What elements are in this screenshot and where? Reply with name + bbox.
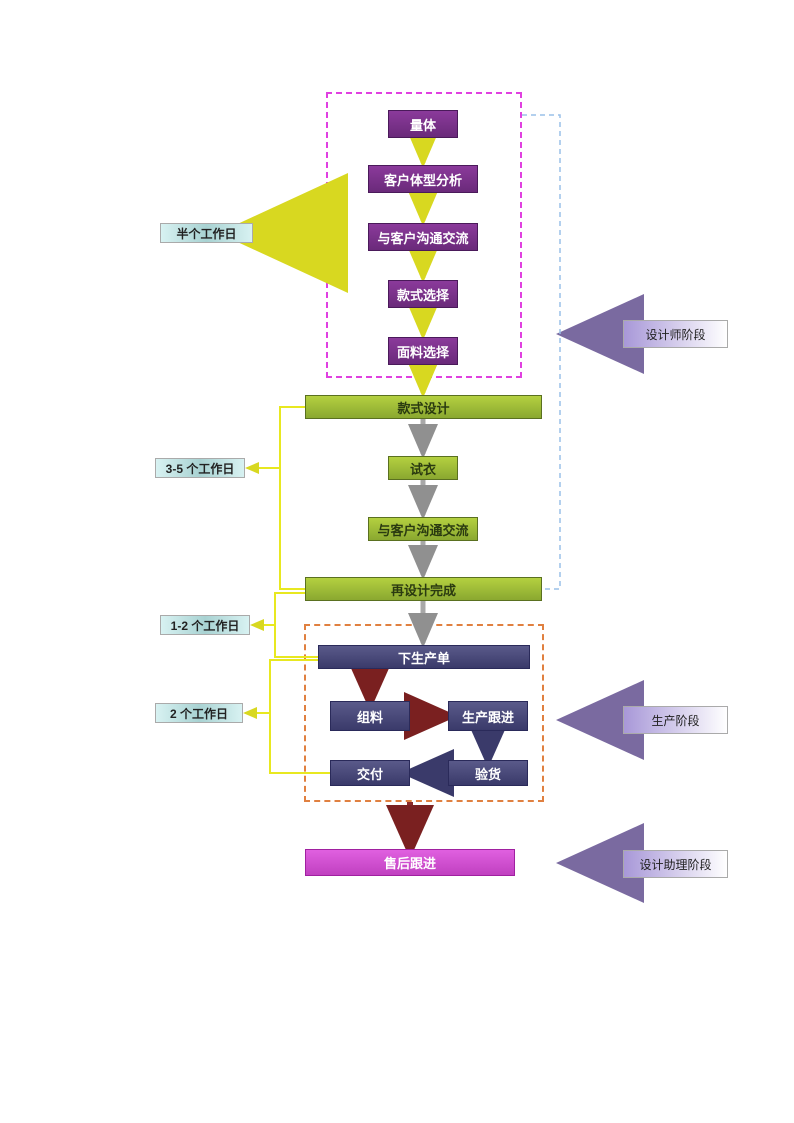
node-prod-followup: 生产跟进 (448, 701, 528, 731)
node-label: 与客户沟通交流 (377, 520, 468, 539)
time-label-text: 3-5 个工作日 (166, 460, 235, 477)
stage-label-text: 设计助理阶段 (639, 856, 711, 873)
node-label: 再设计完成 (391, 580, 456, 599)
node-assembly: 组料 (330, 701, 410, 731)
node-label: 面料选择 (397, 342, 449, 361)
node-fabric-select: 面料选择 (388, 337, 458, 365)
node-communicate-2: 与客户沟通交流 (368, 517, 478, 541)
node-aftersales: 售后跟进 (305, 849, 515, 876)
node-label: 客户体型分析 (384, 170, 462, 189)
stage-label-text: 生产阶段 (651, 712, 699, 729)
node-style-design: 款式设计 (305, 395, 542, 419)
node-delivery: 交付 (330, 760, 410, 786)
node-fitting: 试衣 (388, 456, 458, 480)
node-label: 下生产单 (398, 648, 450, 667)
node-label: 生产跟进 (462, 707, 514, 726)
time-label-text: 1-2 个工作日 (171, 617, 240, 634)
time-3-5-days: 3-5 个工作日 (155, 458, 245, 478)
node-label: 验货 (475, 764, 501, 783)
node-communicate-1: 与客户沟通交流 (368, 223, 478, 251)
node-measure: 量体 (388, 110, 458, 138)
time-2-days: 2 个工作日 (155, 703, 243, 723)
stage-production: 生产阶段 (623, 706, 728, 734)
time-1-2-days: 1-2 个工作日 (160, 615, 250, 635)
stage-assistant: 设计助理阶段 (623, 850, 728, 878)
node-label: 组料 (357, 707, 383, 726)
node-label: 售后跟进 (384, 853, 436, 872)
node-redesign-done: 再设计完成 (305, 577, 542, 601)
node-label: 试衣 (410, 459, 436, 478)
node-body-analysis: 客户体型分析 (368, 165, 478, 193)
time-half-day: 半个工作日 (160, 223, 253, 243)
node-label: 与客户沟通交流 (377, 228, 468, 247)
node-label: 款式选择 (397, 285, 449, 304)
node-label: 量体 (410, 115, 436, 134)
time-label-text: 2 个工作日 (170, 705, 228, 722)
node-prod-order: 下生产单 (318, 645, 530, 669)
time-label-text: 半个工作日 (176, 225, 236, 242)
node-label: 交付 (357, 764, 383, 783)
node-style-select: 款式选择 (388, 280, 458, 308)
stage-label-text: 设计师阶段 (645, 326, 705, 343)
flowchart-canvas: 量体 客户体型分析 与客户沟通交流 款式选择 面料选择 款式设计 试衣 与客户沟… (0, 0, 794, 1123)
node-inspection: 验货 (448, 760, 528, 786)
node-label: 款式设计 (397, 398, 449, 417)
stage-designer: 设计师阶段 (623, 320, 728, 348)
